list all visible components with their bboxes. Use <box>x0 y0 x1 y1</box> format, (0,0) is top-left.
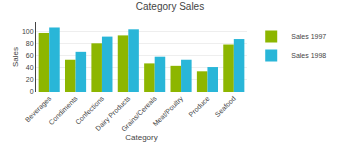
svg-text:60: 60 <box>26 52 34 59</box>
svg-text:Dairy Products: Dairy Products <box>94 94 132 132</box>
svg-text:Sales: Sales <box>11 47 20 67</box>
svg-text:Sales 1997: Sales 1997 <box>291 33 326 40</box>
svg-text:Grains/Cereals: Grains/Cereals <box>120 94 158 132</box>
svg-text:Produce: Produce <box>187 95 210 118</box>
svg-text:Sales 1998: Sales 1998 <box>291 52 326 59</box>
svg-text:Beverages: Beverages <box>24 94 54 124</box>
svg-text:Confections: Confections <box>74 94 105 125</box>
svg-text:80: 80 <box>26 40 34 47</box>
svg-text:0: 0 <box>30 88 34 95</box>
svg-text:100: 100 <box>22 28 34 35</box>
svg-text:Category: Category <box>125 133 157 142</box>
svg-text:Seafood: Seafood <box>214 95 237 118</box>
svg-text:Category Sales: Category Sales <box>136 1 204 12</box>
svg-text:Condiments: Condiments <box>47 94 79 126</box>
svg-text:Meat/Poultry: Meat/Poultry <box>152 94 186 128</box>
svg-text:20: 20 <box>26 76 34 83</box>
svg-text:40: 40 <box>26 64 34 71</box>
